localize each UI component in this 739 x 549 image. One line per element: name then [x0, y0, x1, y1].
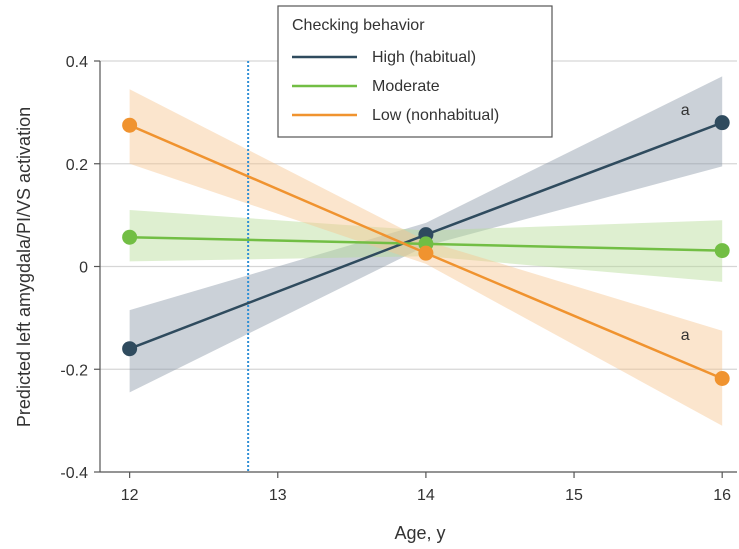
- point-series-2-0: [122, 117, 138, 133]
- axes: 0.4 0.2 0 -0.2 -0.4 12 13 14 15 16: [60, 54, 737, 504]
- series-points: [122, 115, 730, 386]
- point-series-1-2: [714, 243, 730, 259]
- y-tick-label-3: -0.2: [60, 362, 88, 379]
- y-tick-label-4: -0.4: [60, 465, 88, 482]
- legend-label-high: High (habitual): [372, 49, 476, 66]
- x-tick-label-2: 14: [417, 487, 435, 504]
- annotation-0: a: [681, 102, 690, 119]
- x-tick-label-4: 16: [713, 487, 731, 504]
- y-tick-label-1: 0.2: [66, 157, 88, 174]
- point-series-2-1: [418, 245, 434, 261]
- point-series-0-2: [714, 115, 730, 131]
- annotations: aa: [681, 102, 690, 344]
- x-tick-label-1: 13: [269, 487, 287, 504]
- annotation-1: a: [681, 327, 690, 344]
- legend: Checking behavior High (habitual) Modera…: [277, 5, 553, 138]
- x-tick-label-0: 12: [121, 487, 139, 504]
- x-tick-label-3: 15: [565, 487, 583, 504]
- point-series-2-2: [714, 370, 730, 386]
- point-series-0-0: [122, 341, 138, 357]
- legend-label-low: Low (nonhabitual): [372, 107, 499, 124]
- point-series-1-0: [122, 229, 138, 245]
- legend-title: Checking behavior: [292, 17, 425, 34]
- legend-item-high: High (habitual): [292, 49, 476, 66]
- y-tick-label-0: 0.4: [66, 54, 88, 71]
- y-tick-label-2: 0: [79, 260, 88, 277]
- x-axis-title: Age, y: [394, 523, 445, 543]
- legend-item-moderate: Moderate: [292, 78, 440, 95]
- legend-label-moderate: Moderate: [372, 78, 440, 95]
- legend-item-low: Low (nonhabitual): [292, 107, 499, 124]
- y-axis-title: Predicted left amygdala/PI/VS activation: [14, 107, 34, 427]
